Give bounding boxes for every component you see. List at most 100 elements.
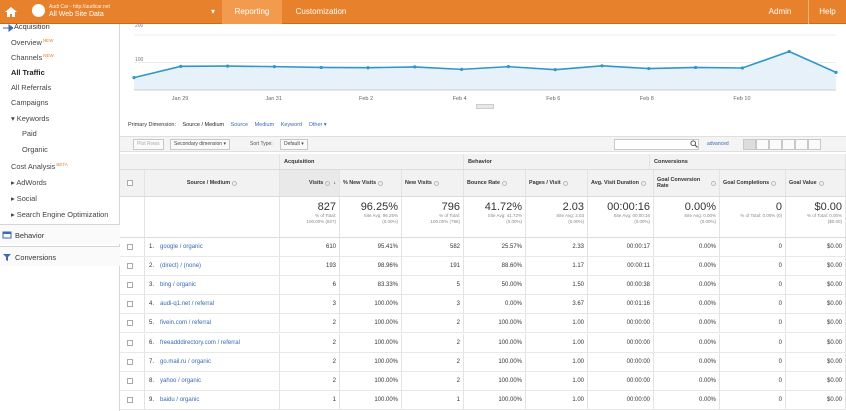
help-icon[interactable] — [711, 180, 716, 186]
dimension-medium[interactable]: Medium — [254, 122, 275, 128]
dimension-keyword[interactable]: Keyword — [280, 122, 303, 128]
chevron-down-icon[interactable]: ▾ — [211, 7, 216, 16]
chart-point[interactable] — [366, 66, 370, 70]
chart-point[interactable] — [413, 65, 417, 69]
plot-rows-button[interactable]: Plot Rows — [133, 139, 164, 150]
row-checkbox[interactable] — [127, 358, 133, 365]
sort-type-select[interactable]: Default ▾ — [280, 139, 308, 150]
search-icon[interactable] — [690, 140, 698, 148]
chart-resize-handle[interactable] — [476, 104, 494, 109]
help-icon[interactable] — [562, 180, 568, 186]
sidebar: Acquisition OverviewNEW ChannelsNEW All … — [0, 22, 120, 411]
totals-value: 00:00:16 — [607, 201, 650, 213]
row-checkbox[interactable] — [127, 320, 133, 327]
pivot-view-icon[interactable] — [808, 139, 821, 150]
row-checkbox[interactable] — [127, 377, 133, 384]
help-icon[interactable] — [433, 180, 439, 186]
tab-reporting[interactable]: Reporting — [222, 0, 282, 24]
sidebar-item-keywords[interactable]: ▾ Keywords — [11, 114, 50, 123]
column-header-bounce-rate[interactable]: Bounce Rate — [464, 170, 526, 196]
chart-point[interactable] — [132, 76, 136, 80]
column-header-goal-value[interactable]: Goal Value — [786, 170, 846, 196]
dimension-source[interactable]: Source — [230, 122, 249, 128]
sidebar-item-all-referrals[interactable]: All Referrals — [11, 83, 52, 92]
row-checkbox[interactable] — [127, 339, 133, 346]
chart-point[interactable] — [226, 64, 230, 68]
table-row: 2. (direct) / (none) 193 98.96% 191 88.60% 1.1… — [120, 257, 846, 277]
help-link[interactable]: Help — [808, 0, 846, 24]
source-medium-link[interactable]: go.mail.ru / organic — [160, 358, 212, 365]
home-icon[interactable] — [4, 5, 18, 19]
help-icon[interactable] — [640, 180, 646, 186]
row-checkbox[interactable] — [127, 396, 133, 403]
source-medium-link[interactable]: bing / organic — [160, 282, 197, 289]
sidebar-section-conversions[interactable]: Conversions — [0, 246, 120, 266]
chart-point[interactable] — [179, 64, 183, 68]
row-checkbox[interactable] — [127, 282, 133, 289]
sidebar-item-social[interactable]: ▸ Social — [11, 194, 37, 203]
x-tick-label: Jan 31 — [265, 96, 282, 102]
select-all-checkbox[interactable] — [127, 180, 133, 186]
source-medium-link[interactable]: fivein.com / referral — [160, 320, 212, 327]
row-checkbox[interactable] — [127, 263, 133, 270]
chart-point[interactable] — [647, 66, 651, 71]
help-icon[interactable] — [325, 180, 331, 186]
chart-point[interactable] — [272, 65, 276, 69]
help-icon[interactable] — [771, 180, 777, 186]
source-medium-link[interactable]: (direct) / (none) — [160, 263, 202, 270]
pie-view-icon[interactable] — [756, 139, 769, 150]
dimension-other[interactable]: Other ▾ — [308, 122, 327, 128]
source-medium-link[interactable]: yahoo / organic — [160, 377, 202, 384]
chart-point[interactable] — [740, 66, 745, 70]
sidebar-section-behavior[interactable]: Behavior — [0, 224, 120, 244]
sidebar-item-campaigns[interactable]: Campaigns — [11, 98, 49, 107]
chart-point[interactable] — [460, 67, 464, 71]
column-header-goal-completions[interactable]: Goal Completions — [720, 170, 786, 196]
source-medium-link[interactable]: google / organic — [160, 244, 203, 250]
sort-arrow-icon[interactable]: ↓ — [333, 180, 336, 186]
account-selector[interactable]: Audi Car - http://audicar.net All Web Si… — [49, 3, 110, 19]
source-medium-link[interactable]: baidu / organic — [160, 396, 200, 403]
table-view-icon[interactable] — [743, 139, 756, 150]
chart-point[interactable] — [553, 68, 557, 72]
help-icon[interactable] — [378, 180, 384, 186]
term-cloud-icon[interactable] — [795, 139, 808, 150]
help-icon[interactable] — [818, 180, 824, 186]
column-header-visits[interactable]: Visits ↓ — [280, 170, 340, 196]
column-header-goal-conversion-rate[interactable]: Goal Conversion Rate — [654, 170, 720, 196]
chart-point[interactable] — [319, 65, 323, 70]
admin-link[interactable]: Admin — [768, 7, 792, 16]
sidebar-item-adwords[interactable]: ▸ AdWords — [11, 178, 47, 187]
column-header-avg-visit-duration[interactable]: Avg. Visit Duration — [588, 170, 654, 196]
sidebar-item-organic[interactable]: Organic — [22, 145, 48, 154]
table-search-input[interactable] — [614, 139, 699, 150]
tab-customization[interactable]: Customization — [295, 7, 347, 16]
column-header-pages-visit[interactable]: Pages / Visit — [526, 170, 588, 196]
chart-point[interactable] — [694, 65, 698, 70]
column-header-new-visits[interactable]: New Visits — [402, 170, 464, 196]
dimension-source-medium[interactable]: Source / Medium — [182, 122, 225, 128]
chart-point[interactable] — [787, 49, 791, 54]
column-header--new-visits[interactable]: % New Visits — [340, 170, 402, 196]
sidebar-section-acquisition[interactable]: Acquisition — [14, 22, 50, 31]
sidebar-item-all-traffic[interactable]: All Traffic — [11, 68, 45, 77]
chart-point[interactable] — [600, 64, 604, 68]
performance-view-icon[interactable] — [769, 139, 782, 150]
row-checkbox[interactable] — [127, 244, 133, 250]
help-icon[interactable] — [501, 180, 507, 186]
chart-point[interactable] — [834, 70, 838, 74]
chart-point[interactable] — [506, 65, 510, 69]
sidebar-item-paid[interactable]: Paid — [22, 129, 37, 138]
sidebar-item-seo[interactable]: ▸ Search Engine Optimization — [11, 210, 109, 219]
column-header-source-medium[interactable]: Source / Medium — [145, 170, 280, 196]
source-medium-link[interactable]: audi-q1.net / referral — [160, 301, 215, 308]
sidebar-item-cost-analysis[interactable]: Cost AnalysisBETA — [11, 162, 68, 171]
comparison-view-icon[interactable] — [782, 139, 795, 150]
source-medium-link[interactable]: freeadddirectory.com / referral — [160, 339, 240, 346]
advanced-filter-link[interactable]: advanced — [707, 141, 729, 147]
row-checkbox[interactable] — [127, 301, 133, 308]
help-icon[interactable] — [232, 180, 238, 186]
sidebar-item-overview[interactable]: OverviewNEW — [11, 38, 53, 47]
secondary-dimension-select[interactable]: Secondary dimension ▾ — [170, 139, 230, 150]
sidebar-item-channels[interactable]: ChannelsNEW — [11, 53, 54, 62]
